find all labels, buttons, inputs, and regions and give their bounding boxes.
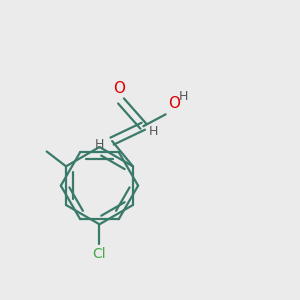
Text: O: O [114,81,126,96]
Text: H: H [149,125,158,138]
Text: H: H [94,138,104,151]
Text: H: H [179,90,188,103]
Text: Cl: Cl [93,247,106,261]
Text: O: O [168,96,180,111]
